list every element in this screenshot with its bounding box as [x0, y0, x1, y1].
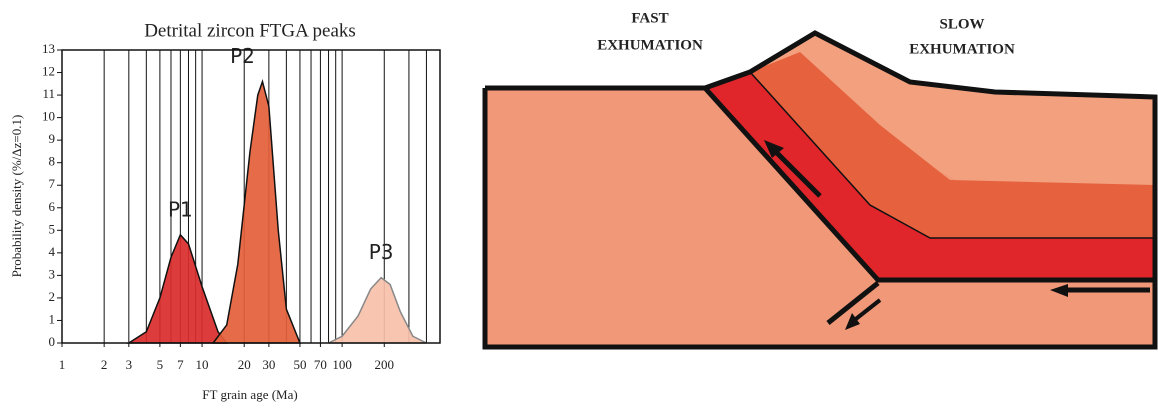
layer-boundary	[749, 71, 1155, 239]
outline	[482, 30, 1158, 350]
y-tick-label: 8	[49, 154, 56, 169]
y-tick-label: 9	[49, 131, 56, 146]
upper-layer	[750, 33, 1155, 185]
y-axis-label: Probability density (%/Δz=0.1)	[9, 115, 24, 278]
arrowhead	[845, 313, 860, 330]
x-tick-label: 70	[314, 357, 327, 372]
diagram: FAST EXHUMATION SLOW EXHUMATION	[482, 10, 1158, 350]
arrow	[770, 146, 822, 198]
y-tick-label: 10	[42, 109, 55, 124]
y-tick-label: 4	[49, 244, 56, 259]
x-tick-label: 200	[375, 357, 395, 372]
density-area	[126, 233, 229, 344]
x-tick-label: 5	[157, 357, 164, 372]
x-tick-label: 1	[59, 357, 66, 372]
middle-layer	[750, 52, 1155, 238]
x-tick-label: 10	[196, 357, 209, 372]
x-tick-label: 7	[177, 357, 184, 372]
y-tick-label: 0	[49, 334, 56, 349]
peak-label: P3	[369, 240, 394, 264]
x-tick-label: 3	[126, 357, 133, 372]
y-tick-label: 13	[42, 41, 55, 56]
y-tick-label: 1	[49, 311, 56, 326]
x-tick-label: 2	[101, 357, 108, 372]
plot-frame	[61, 49, 441, 344]
y-tick-label: 6	[49, 199, 56, 214]
peak-label: P2	[230, 44, 255, 68]
fault	[703, 86, 1155, 283]
arrowhead	[1050, 284, 1068, 297]
arrow	[850, 298, 882, 324]
x-tick-label: 30	[262, 357, 275, 372]
label-line: FAST	[631, 10, 668, 26]
arrowhead	[764, 140, 784, 158]
fault-lower	[826, 281, 880, 325]
peak-label: P1	[168, 197, 193, 221]
density-area	[211, 78, 302, 344]
density-area	[328, 276, 427, 344]
x-axis-label: FT grain age (Ma)	[202, 387, 297, 402]
label-line: EXHUMATION	[909, 41, 1015, 57]
y-tick-label: 12	[42, 64, 55, 79]
y-tick-label: 3	[49, 266, 56, 281]
chart: Detrital zircon FTGA peaks Probability d…	[9, 20, 441, 402]
label-line: EXHUMATION	[597, 37, 703, 53]
y-tick-label: 7	[49, 176, 56, 191]
y-tick-label: 5	[49, 221, 56, 236]
x-tick-label: 50	[293, 357, 306, 372]
label-line: SLOW	[939, 16, 984, 32]
x-tick-label: 20	[238, 357, 251, 372]
y-tick-label: 2	[49, 289, 56, 304]
chart-title: Detrital zircon FTGA peaks	[144, 20, 356, 41]
x-tick-label: 100	[332, 357, 352, 372]
y-tick-label: 11	[42, 86, 55, 101]
